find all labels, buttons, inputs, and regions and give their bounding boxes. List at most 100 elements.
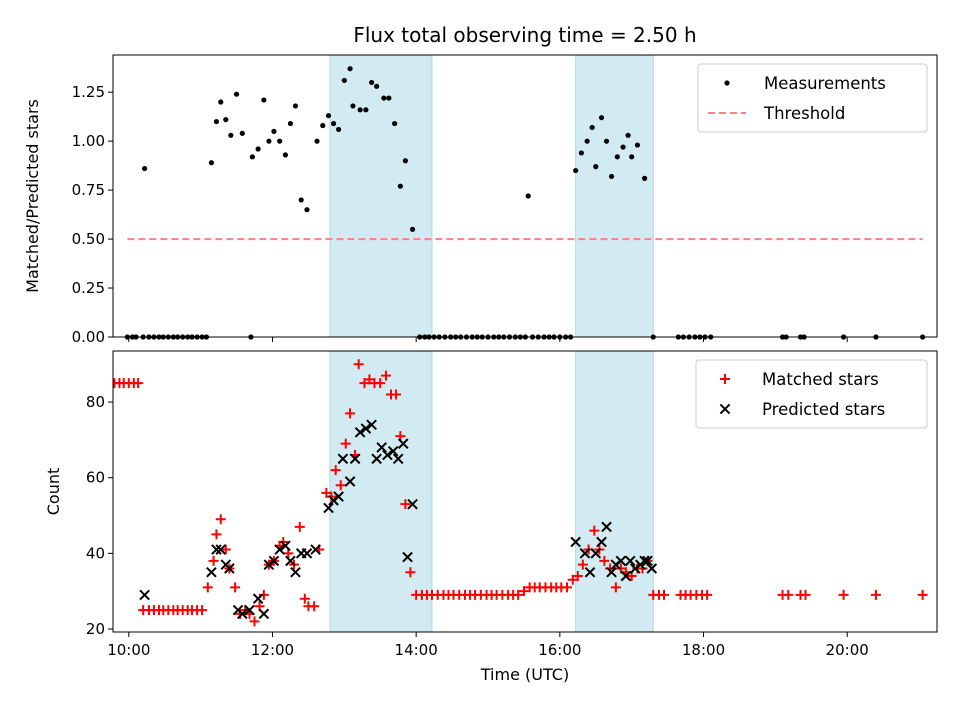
x-tick-label: 18:00: [682, 641, 725, 659]
data-point: [405, 567, 416, 578]
data-point: [642, 175, 648, 181]
data-point: [223, 117, 229, 123]
data-point: [620, 144, 626, 150]
shaded-span-1: [329, 54, 433, 338]
data-point: [589, 525, 600, 536]
data-point: [838, 589, 849, 600]
data-point: [337, 453, 349, 465]
data-point: [381, 95, 387, 101]
data-point: [197, 605, 208, 616]
y-tick-label: 60: [86, 469, 105, 487]
data-point: [215, 544, 227, 555]
data-point: [310, 544, 321, 555]
data-point: [357, 107, 363, 113]
data-point: [271, 128, 277, 134]
data-point: [255, 146, 261, 152]
data-point: [287, 120, 294, 127]
data-point: [397, 438, 409, 449]
data-point: [266, 138, 272, 144]
shaded-span-2: [575, 54, 654, 338]
data-point: [239, 130, 245, 136]
data-point: [917, 589, 928, 600]
data-point: [249, 154, 255, 160]
data-point: [335, 126, 342, 133]
x-tick-label: 12:00: [251, 641, 294, 659]
data-point: [589, 124, 595, 131]
data-point: [364, 374, 375, 385]
data-point: [577, 559, 588, 570]
legend: Measurements Threshold: [697, 63, 928, 133]
data-point: [407, 498, 418, 510]
data-point: [702, 589, 713, 600]
legend-frame: [695, 359, 928, 429]
data-point: [598, 115, 605, 121]
data-point: [268, 555, 280, 567]
data-point: [783, 589, 794, 600]
data-point: [599, 555, 610, 566]
data-point: [518, 586, 529, 597]
data-point: [392, 120, 398, 127]
data-point: [213, 118, 220, 125]
data-point: [325, 113, 332, 119]
data-point: [354, 427, 366, 438]
bottom-panel: 20 40 60 80 10:00 12:00 14:00 16:00 18:00 20:00 Ti…: [44, 350, 938, 684]
data-point: [572, 571, 583, 582]
axes-frame: [112, 350, 938, 633]
data-point: [321, 487, 332, 498]
data-point: [606, 566, 617, 578]
data-point: [299, 593, 310, 604]
data-point: [304, 207, 310, 213]
data-point: [387, 445, 399, 457]
data-point: [285, 555, 296, 567]
data-point: [142, 165, 148, 172]
data-point: [659, 589, 670, 600]
data-point: [386, 95, 392, 101]
data-point: [870, 589, 881, 600]
data-point: [608, 173, 615, 180]
y-tick-label: 0.50: [72, 230, 105, 248]
data-point: [350, 103, 356, 109]
data-point: [567, 574, 578, 585]
data-point: [601, 521, 612, 533]
data-point: [290, 566, 301, 578]
data-point: [274, 544, 285, 555]
data-point: [624, 555, 636, 567]
data-point: [335, 480, 346, 491]
data-point: [298, 197, 304, 203]
data-point: [345, 408, 356, 419]
data-point: [513, 589, 524, 600]
data-point: [326, 491, 337, 502]
y-tick-label: 0.25: [72, 279, 105, 297]
data-point: [333, 491, 344, 502]
data-point: [228, 132, 234, 138]
series-predicted-stars: [139, 419, 658, 620]
data-point: [382, 449, 393, 461]
data-point: [562, 582, 573, 593]
data-point: [349, 453, 361, 465]
data-point: [409, 226, 416, 232]
data-point: [252, 593, 264, 605]
legend-marker: [724, 80, 730, 86]
data-point: [397, 183, 403, 189]
data-point: [344, 476, 356, 487]
data-point: [615, 555, 627, 567]
data-point: [391, 389, 402, 400]
data-point: [603, 138, 610, 144]
legend-frame: [697, 63, 928, 133]
data-point: [593, 164, 599, 170]
data-point: [244, 604, 255, 616]
data-point: [139, 589, 150, 601]
data-point: [360, 423, 372, 434]
x-tick-label: 16:00: [538, 641, 581, 659]
data-point: [211, 544, 222, 555]
y-tick-label: 80: [86, 393, 105, 411]
x-tick-label: 14:00: [395, 641, 438, 659]
data-point: [277, 138, 283, 144]
y-tick-label: 0.75: [72, 181, 105, 199]
data-point: [218, 99, 224, 105]
x-tick-label: 20:00: [826, 641, 869, 659]
data-point: [366, 419, 377, 431]
data-point: [800, 589, 811, 600]
data-point: [224, 563, 235, 574]
data-point: [376, 442, 387, 453]
